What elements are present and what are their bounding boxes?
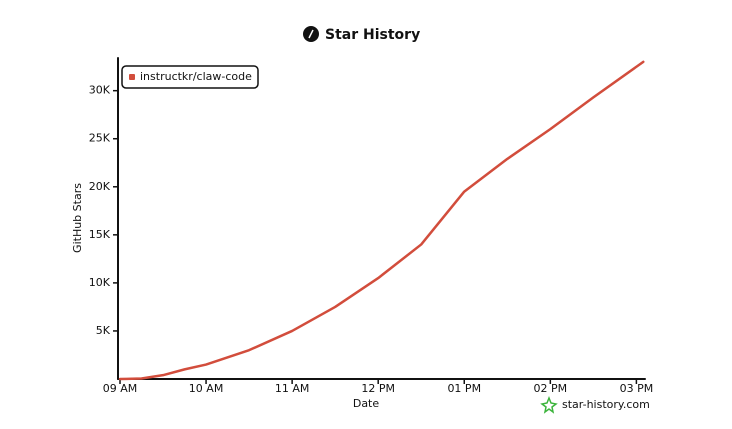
legend-label: instructkr/claw-code bbox=[140, 70, 252, 83]
x-axis-label: Date bbox=[353, 397, 380, 410]
watermark: star-history.com bbox=[562, 398, 650, 411]
y-tick-label: 5K bbox=[96, 324, 111, 337]
series-line bbox=[118, 60, 645, 381]
x-tick-label: 01 PM bbox=[447, 382, 481, 395]
y-tick-label: 15K bbox=[89, 228, 111, 241]
x-tick-label: 09 AM bbox=[103, 382, 138, 395]
x-tick-label: 02 PM bbox=[534, 382, 568, 395]
x-tick-label: 12 PM bbox=[361, 382, 395, 395]
legend-box bbox=[121, 65, 259, 89]
x-tick-label: 03 PM bbox=[620, 382, 654, 395]
legend-swatch bbox=[129, 74, 135, 80]
y-tick-label: 30K bbox=[89, 84, 111, 97]
y-tick-label: 20K bbox=[89, 180, 111, 193]
chart-title: Star History bbox=[325, 27, 420, 43]
y-axis-label: GitHub Stars bbox=[71, 183, 84, 253]
x-tick-label: 11 AM bbox=[275, 382, 310, 395]
title-icon-mark bbox=[308, 29, 314, 39]
x-tick-label: 10 AM bbox=[189, 382, 224, 395]
watermark-icon bbox=[540, 395, 558, 414]
y-tick-label: 10K bbox=[89, 276, 111, 289]
y-tick-label: 25K bbox=[89, 132, 111, 145]
